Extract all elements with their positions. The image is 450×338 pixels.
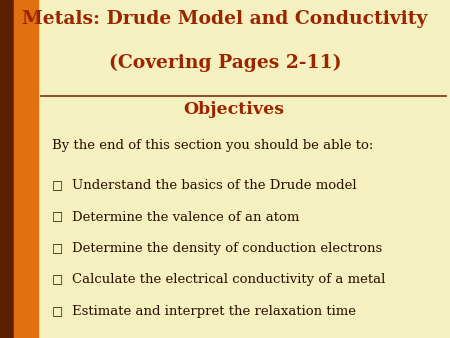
Text: Determine the density of conduction electrons: Determine the density of conduction elec…	[72, 242, 382, 255]
Text: Determine the valence of an atom: Determine the valence of an atom	[72, 211, 299, 223]
Text: □: □	[52, 211, 63, 223]
Text: Metals: Drude Model and Conductivity: Metals: Drude Model and Conductivity	[22, 10, 428, 28]
Bar	[14, 0, 38, 338]
Text: Objectives: Objectives	[184, 101, 284, 118]
Text: By the end of this section you should be able to:: By the end of this section you should be…	[52, 139, 373, 151]
Bar	[0, 0, 14, 338]
Text: □: □	[52, 273, 63, 286]
Text: Calculate the electrical conductivity of a metal: Calculate the electrical conductivity of…	[72, 273, 385, 286]
Text: (Covering Pages 2-11): (Covering Pages 2-11)	[109, 54, 341, 72]
Text: □: □	[52, 242, 63, 255]
Text: Understand the basics of the Drude model: Understand the basics of the Drude model	[72, 179, 356, 192]
Text: □: □	[52, 305, 63, 318]
Text: Estimate and interpret the relaxation time: Estimate and interpret the relaxation ti…	[72, 305, 356, 318]
Text: □: □	[52, 179, 63, 192]
